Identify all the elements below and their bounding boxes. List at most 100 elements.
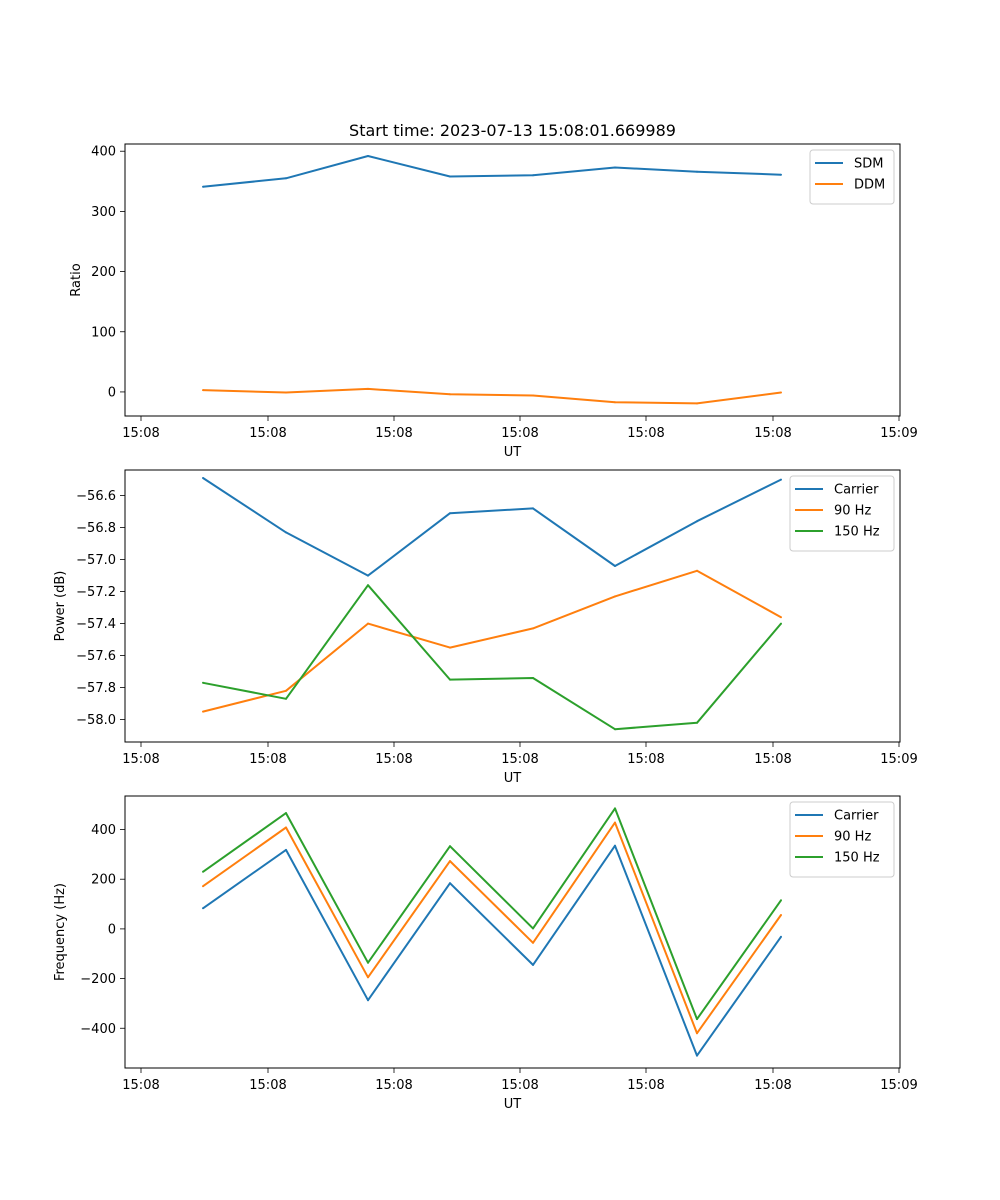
data-point (285, 531, 287, 534)
y-tick-label: 200 (91, 265, 116, 280)
data-point (367, 584, 369, 587)
y-tick-label: −57.8 (76, 681, 116, 696)
data-point (696, 569, 698, 572)
data-point (780, 173, 782, 176)
data-point (696, 1032, 698, 1035)
x-tick-label: 15:08 (627, 752, 664, 767)
data-point (449, 678, 451, 681)
x-tick-label: 15:08 (375, 1078, 412, 1093)
data-point (285, 177, 287, 180)
y-tick-label: −56.8 (76, 521, 116, 536)
data-point (532, 963, 534, 966)
panel-2: 15:08 15:08 15:08 15:08 15:08 15:08 15:09 −58.0… (53, 469, 918, 786)
data-point (285, 812, 287, 815)
data-point (202, 185, 204, 188)
data-point (367, 976, 369, 979)
data-point (449, 882, 451, 885)
data-point (696, 402, 698, 405)
x-tick-label: 15:09 (880, 752, 917, 767)
legend-entry: Carrier (834, 483, 879, 498)
legend-box (789, 801, 895, 878)
data-point (449, 175, 451, 178)
x-tick-label: 15:08 (249, 1078, 286, 1093)
series-line-90-hz (202, 821, 782, 1035)
series-line-carrier (202, 844, 782, 1057)
data-point (780, 616, 782, 619)
y-tick-label: −400 (80, 1022, 116, 1037)
data-point (696, 721, 698, 724)
data-point (614, 401, 616, 404)
data-point (780, 935, 782, 938)
series-line-ddm (202, 387, 782, 405)
x-axis-label: UT (504, 445, 522, 460)
y-tick-label: −56.6 (76, 489, 116, 504)
data-point (449, 393, 451, 396)
y-tick-label: −57.6 (76, 649, 116, 664)
y-tick-label: −200 (80, 972, 116, 987)
x-tick-label: 15:09 (880, 1078, 917, 1093)
data-point (780, 478, 782, 481)
data-point (532, 174, 534, 177)
data-point (367, 574, 369, 577)
data-point (367, 622, 369, 625)
data-point (202, 870, 204, 873)
legend: Carrier 90 Hz 150 Hz (789, 475, 895, 552)
data-point (614, 595, 616, 598)
data-point (532, 941, 534, 944)
data-point (202, 389, 204, 392)
legend-entry: 90 Hz (834, 504, 871, 519)
data-point (614, 844, 616, 847)
data-point (696, 170, 698, 173)
x-tick-label: 15:08 (375, 752, 412, 767)
data-point (285, 391, 287, 394)
y-tick-label: 0 (108, 922, 116, 937)
data-point (614, 166, 616, 169)
data-point (532, 627, 534, 630)
data-point (367, 155, 369, 157)
data-point (532, 677, 534, 679)
y-tick-label: 100 (91, 325, 116, 340)
y-tick-label: −57.0 (76, 553, 116, 568)
legend-entry: 90 Hz (834, 830, 871, 845)
x-tick-label: 15:08 (375, 426, 412, 441)
data-point (367, 387, 369, 390)
data-point (285, 697, 287, 700)
y-tick-label: −58.0 (76, 713, 116, 728)
x-tick-label: 15:08 (122, 752, 159, 767)
plot-area-frame (124, 795, 901, 1069)
x-axis-label: UT (504, 771, 522, 786)
panel-1: 15:08 15:08 15:08 15:08 15:08 15:08 15:09 0 100 2… (69, 143, 918, 460)
data-point (614, 821, 616, 824)
data-point (202, 885, 204, 888)
data-point (780, 914, 782, 916)
x-tick-label: 15:08 (122, 1078, 159, 1093)
x-tick-label: 15:08 (501, 1078, 538, 1093)
y-tick-label: 0 (108, 385, 116, 400)
x-tick-label: 15:08 (627, 426, 664, 441)
data-point (285, 689, 287, 692)
series-line-150-hz (202, 584, 782, 731)
legend-entry: 150 Hz (834, 525, 880, 540)
data-point (202, 907, 204, 910)
data-point (367, 961, 369, 964)
data-point (202, 477, 204, 479)
series-line-sdm (202, 155, 782, 188)
series-line-carrier (202, 477, 782, 577)
y-axis-label: Frequency (Hz) (53, 883, 68, 981)
y-tick-label: 400 (91, 823, 116, 838)
data-point (696, 1054, 698, 1057)
data-point (614, 565, 616, 567)
data-point (614, 728, 616, 731)
legend-entry: Carrier (834, 809, 879, 824)
x-tick-label: 15:08 (754, 1078, 791, 1093)
x-tick-label: 15:08 (754, 752, 791, 767)
data-point (532, 394, 534, 397)
y-axis-label: Power (dB) (53, 571, 68, 642)
data-point (532, 507, 534, 510)
data-point (532, 927, 534, 930)
y-axis-label: Ratio (69, 263, 84, 296)
x-tick-label: 15:08 (249, 752, 286, 767)
y-tick-label: −57.2 (76, 585, 116, 600)
plot-area-frame (124, 469, 901, 743)
